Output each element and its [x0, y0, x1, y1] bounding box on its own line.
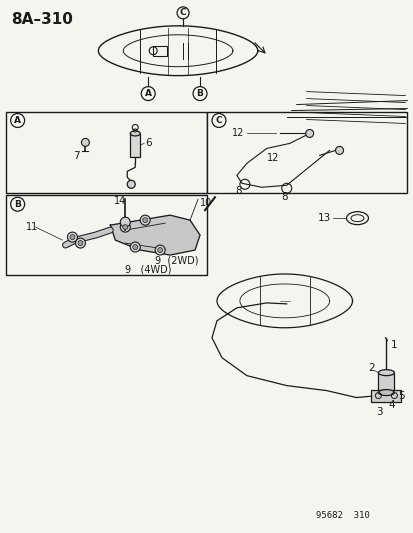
Text: A: A [145, 89, 151, 98]
Text: 14: 14 [114, 196, 126, 206]
Circle shape [11, 114, 24, 127]
Ellipse shape [377, 390, 394, 395]
Text: 5: 5 [397, 391, 404, 401]
Text: 8: 8 [281, 192, 288, 202]
Text: 10: 10 [199, 198, 212, 208]
Text: B: B [196, 89, 203, 98]
Circle shape [81, 139, 89, 147]
Ellipse shape [130, 131, 140, 136]
Circle shape [120, 222, 130, 232]
Circle shape [130, 242, 140, 252]
Circle shape [335, 147, 343, 155]
Bar [6, 111, 206, 193]
Text: 8: 8 [234, 186, 241, 196]
Text: 8A–310: 8A–310 [11, 12, 72, 27]
Text: 12: 12 [231, 128, 244, 139]
Text: 3: 3 [375, 407, 382, 416]
Circle shape [141, 86, 155, 101]
Ellipse shape [133, 129, 137, 132]
Text: A: A [14, 116, 21, 125]
Text: C: C [179, 9, 186, 18]
Polygon shape [110, 215, 199, 255]
Text: B: B [14, 200, 21, 209]
Text: 4: 4 [387, 400, 394, 409]
Circle shape [305, 130, 313, 138]
Circle shape [192, 86, 206, 101]
Circle shape [70, 235, 75, 240]
Text: 7: 7 [73, 151, 80, 161]
Bar [153, 46, 167, 56]
Bar [130, 133, 140, 157]
Text: 1: 1 [389, 340, 396, 350]
Circle shape [211, 114, 225, 127]
Circle shape [177, 7, 189, 19]
Circle shape [142, 217, 147, 223]
Circle shape [78, 240, 83, 246]
Text: 9  (2WD): 9 (2WD) [155, 255, 198, 265]
Text: C: C [215, 116, 222, 125]
Ellipse shape [346, 212, 368, 224]
Ellipse shape [377, 370, 394, 376]
Circle shape [133, 245, 138, 249]
Circle shape [75, 238, 85, 248]
Circle shape [67, 232, 77, 242]
Bar [370, 390, 400, 401]
Circle shape [155, 245, 165, 255]
Text: 11: 11 [26, 222, 38, 232]
Bar [6, 195, 206, 275]
Text: 6: 6 [145, 139, 152, 148]
Text: 13: 13 [317, 213, 330, 223]
Bar [206, 111, 406, 193]
Circle shape [127, 180, 135, 188]
Text: 2: 2 [368, 362, 374, 373]
Text: 12: 12 [266, 154, 278, 163]
Text: 95682  310: 95682 310 [315, 511, 368, 520]
Bar [377, 373, 394, 393]
Circle shape [120, 217, 130, 227]
Circle shape [140, 215, 150, 225]
Text: 9   (4WD): 9 (4WD) [125, 265, 171, 275]
Circle shape [11, 197, 24, 211]
Ellipse shape [350, 215, 363, 222]
Circle shape [157, 247, 162, 253]
Circle shape [123, 224, 128, 230]
